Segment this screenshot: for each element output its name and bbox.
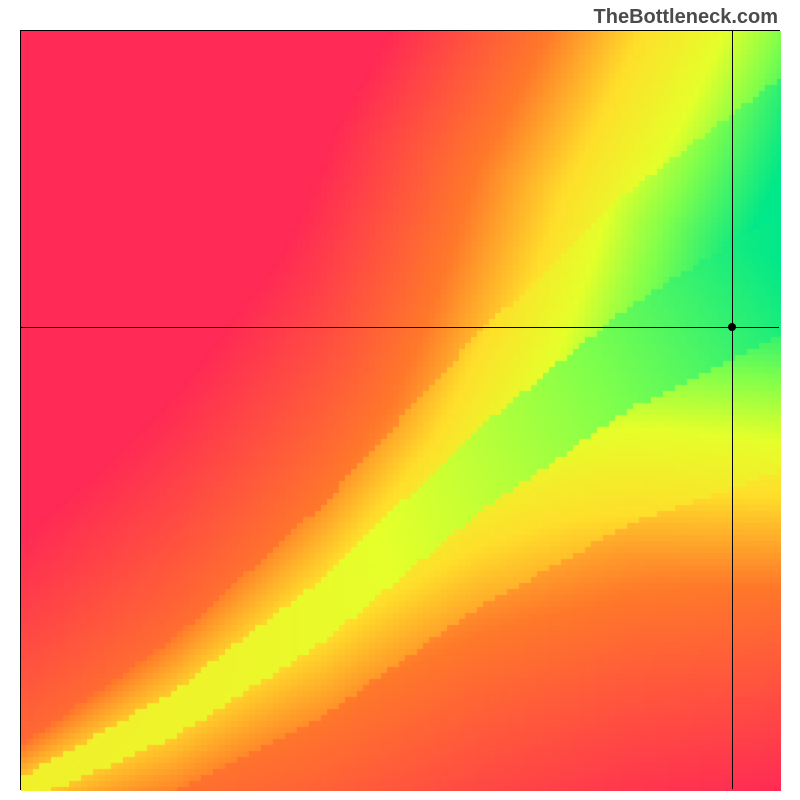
heatmap-canvas [21,31,781,791]
crosshair-horizontal [21,327,779,328]
root: TheBottleneck.com [0,0,800,800]
crosshair-vertical [732,31,733,789]
crosshair-marker [728,323,736,331]
watermark-text: TheBottleneck.com [594,6,778,29]
heatmap-plot [20,30,780,790]
